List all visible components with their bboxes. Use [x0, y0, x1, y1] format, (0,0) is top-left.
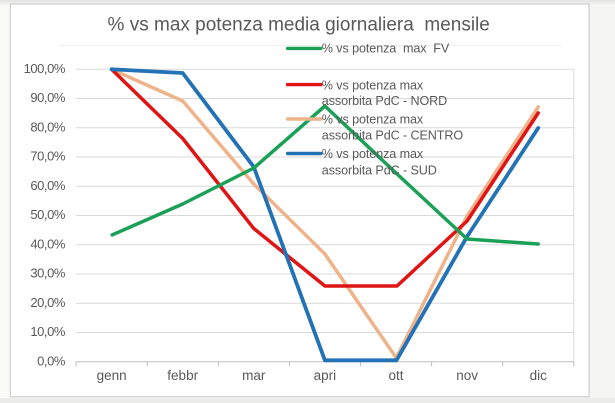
svg-text:% vs potenza max: % vs potenza max [322, 78, 424, 92]
svg-text:assorbita PdC - NORD: assorbita PdC - NORD [322, 94, 447, 108]
svg-text:dic: dic [530, 368, 548, 383]
svg-text:nov: nov [456, 368, 478, 383]
svg-text:% vs potenza max FV: % vs potenza max FV [322, 42, 450, 56]
svg-text:70,0%: 70,0% [30, 149, 66, 164]
svg-text:30,0%: 30,0% [30, 266, 66, 281]
svg-text:apri: apri [314, 368, 337, 383]
svg-text:50,0%: 50,0% [30, 207, 66, 222]
svg-text:40,0%: 40,0% [30, 236, 66, 251]
svg-text:20,0%: 20,0% [30, 295, 66, 310]
svg-text:100,0%: 100,0% [24, 61, 66, 76]
svg-text:% vs potenza max: % vs potenza max [322, 147, 424, 161]
svg-text:ott: ott [388, 368, 403, 383]
svg-text:% vs potenza max: % vs potenza max [322, 113, 424, 127]
svg-text:assorbita PdC - SUD: assorbita PdC - SUD [322, 164, 437, 178]
svg-text:assorbita PdC - CENTRO: assorbita PdC - CENTRO [322, 129, 464, 143]
svg-text:% vs max potenza media giornal: % vs max potenza media giornaliera mensi… [108, 14, 490, 35]
svg-text:90,0%: 90,0% [30, 90, 66, 105]
svg-text:mar: mar [242, 368, 266, 383]
svg-text:60,0%: 60,0% [30, 178, 66, 193]
svg-text:febbr: febbr [167, 368, 198, 383]
svg-text:80,0%: 80,0% [30, 119, 66, 134]
svg-text:genn: genn [97, 368, 127, 383]
svg-text:10,0%: 10,0% [30, 324, 66, 339]
svg-text:0,0%: 0,0% [37, 353, 66, 368]
